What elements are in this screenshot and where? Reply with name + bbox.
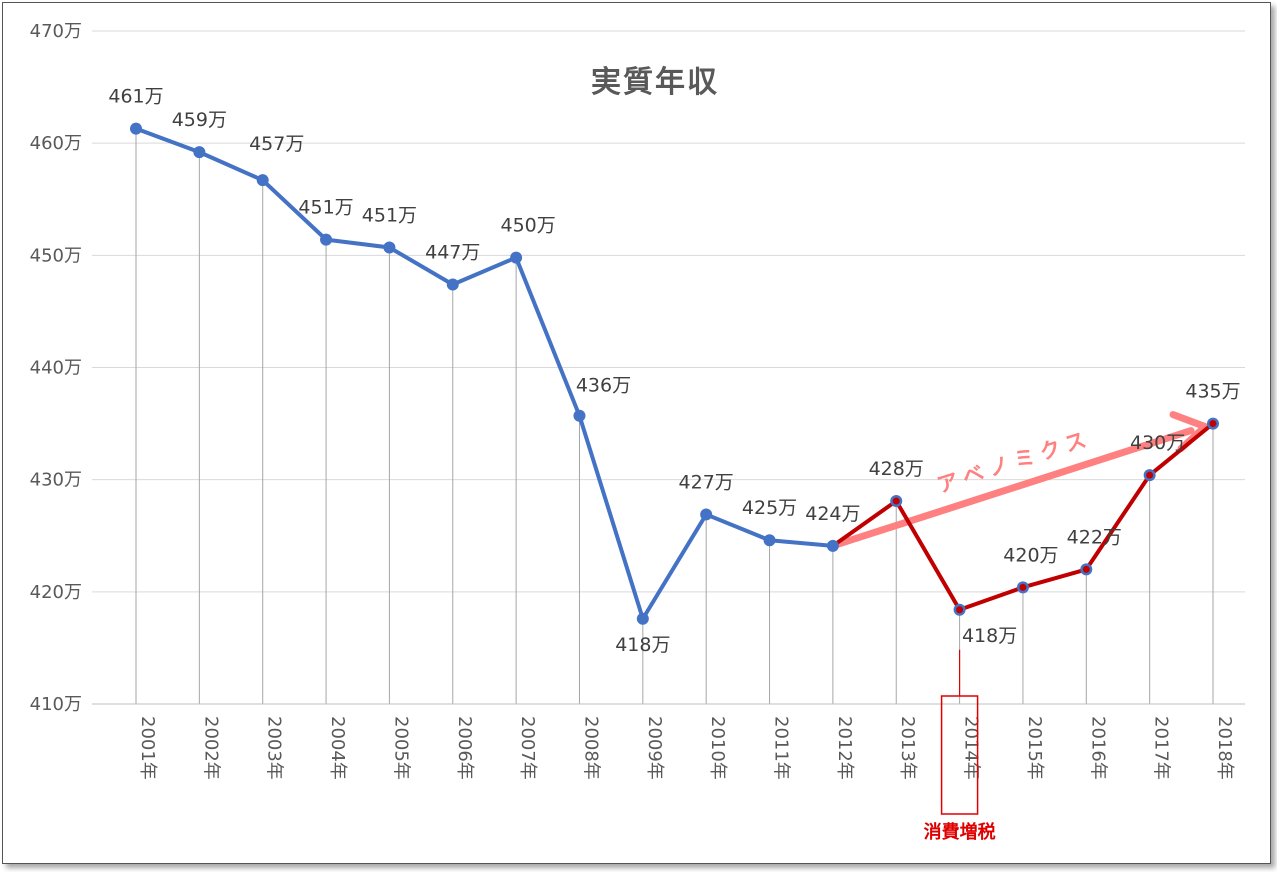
data-label: 430万	[1130, 432, 1185, 454]
x-tick-label: 2008年	[580, 716, 601, 780]
data-label: 418万	[962, 625, 1017, 647]
data-point-center	[956, 606, 964, 614]
y-tick-label: 440万	[30, 358, 82, 379]
data-point-center	[1146, 471, 1154, 479]
data-labels: 461万 459万 457万 451万 451万 447万 450万 436万 418万 427万…	[108, 86, 1240, 656]
y-tick-label: 470万	[30, 21, 82, 42]
y-tick-label: 420万	[30, 582, 82, 603]
data-label: 451万	[298, 197, 353, 219]
gridlines	[92, 30, 1245, 593]
data-point	[193, 146, 206, 159]
data-point	[446, 278, 459, 291]
x-tick-label: 2011年	[771, 716, 792, 780]
data-point-center	[892, 497, 900, 505]
x-tick-label: 2017年	[1151, 716, 1172, 780]
data-label: 457万	[249, 133, 304, 155]
data-label: 420万	[1003, 544, 1058, 566]
data-point	[510, 251, 523, 264]
x-tick-label: 2016年	[1087, 716, 1108, 780]
data-point	[320, 233, 333, 246]
data-label: 450万	[500, 215, 555, 237]
data-point	[130, 122, 142, 135]
x-tick-label: 2012年	[834, 716, 855, 780]
data-label: 425万	[742, 497, 797, 519]
data-label: 428万	[869, 458, 924, 480]
x-tick-label: 2004年	[327, 716, 348, 780]
x-tick-label: 2007年	[517, 716, 538, 780]
data-point-center	[1082, 565, 1090, 573]
data-label: 427万	[679, 471, 734, 493]
data-point	[826, 539, 839, 552]
y-tick-label: 460万	[30, 133, 82, 154]
y-tick-label: 450万	[30, 245, 82, 266]
series-line-blue	[135, 126, 834, 621]
data-label: 435万	[1185, 381, 1240, 403]
data-label: 424万	[805, 503, 860, 525]
data-label: 451万	[362, 204, 417, 226]
x-tick-label: 2015年	[1024, 716, 1045, 780]
data-label: 447万	[425, 241, 480, 263]
data-points	[130, 122, 1219, 625]
data-label: 422万	[1067, 526, 1122, 548]
x-tick-label: 2005年	[390, 716, 411, 780]
data-point	[573, 409, 586, 422]
data-label: 436万	[576, 375, 631, 397]
data-point	[636, 612, 649, 625]
x-tick-label: 2006年	[454, 716, 475, 780]
data-point-center	[1209, 420, 1217, 428]
data-label: 461万	[108, 86, 163, 108]
data-point	[383, 241, 396, 254]
data-point	[256, 174, 269, 187]
x-tick-label: 2001年	[137, 716, 158, 780]
x-tick-label: 2009年	[644, 716, 665, 780]
data-point-center	[1019, 583, 1027, 591]
y-tick-label: 430万	[30, 470, 82, 491]
data-label: 459万	[172, 109, 227, 131]
x-axis-ticks: 2001年 2002年 2003年 2004年 2005年 2006年 2007年 2008年…	[137, 716, 1235, 780]
y-tick-label: 410万	[30, 694, 82, 715]
x-tick-label: 2013年	[897, 716, 918, 780]
data-label: 418万	[615, 634, 670, 656]
x-tick-label: 2003年	[264, 716, 285, 780]
x-tick-label: 2002年	[200, 716, 221, 780]
arrow-shaft	[829, 427, 1195, 550]
chart-title: 実質年収	[591, 65, 719, 100]
x-tick-label: 2014年	[961, 716, 982, 780]
data-point	[700, 508, 713, 521]
x-tick-label: 2018年	[1214, 716, 1235, 780]
data-point	[763, 534, 776, 547]
drop-lines	[135, 128, 1214, 704]
x-tick-label: 2010年	[707, 716, 728, 780]
y-axis-ticks: 410万 420万 430万 440万 450万 460万 470万	[30, 21, 82, 715]
tax-increase-note: 消費増税	[924, 821, 996, 843]
